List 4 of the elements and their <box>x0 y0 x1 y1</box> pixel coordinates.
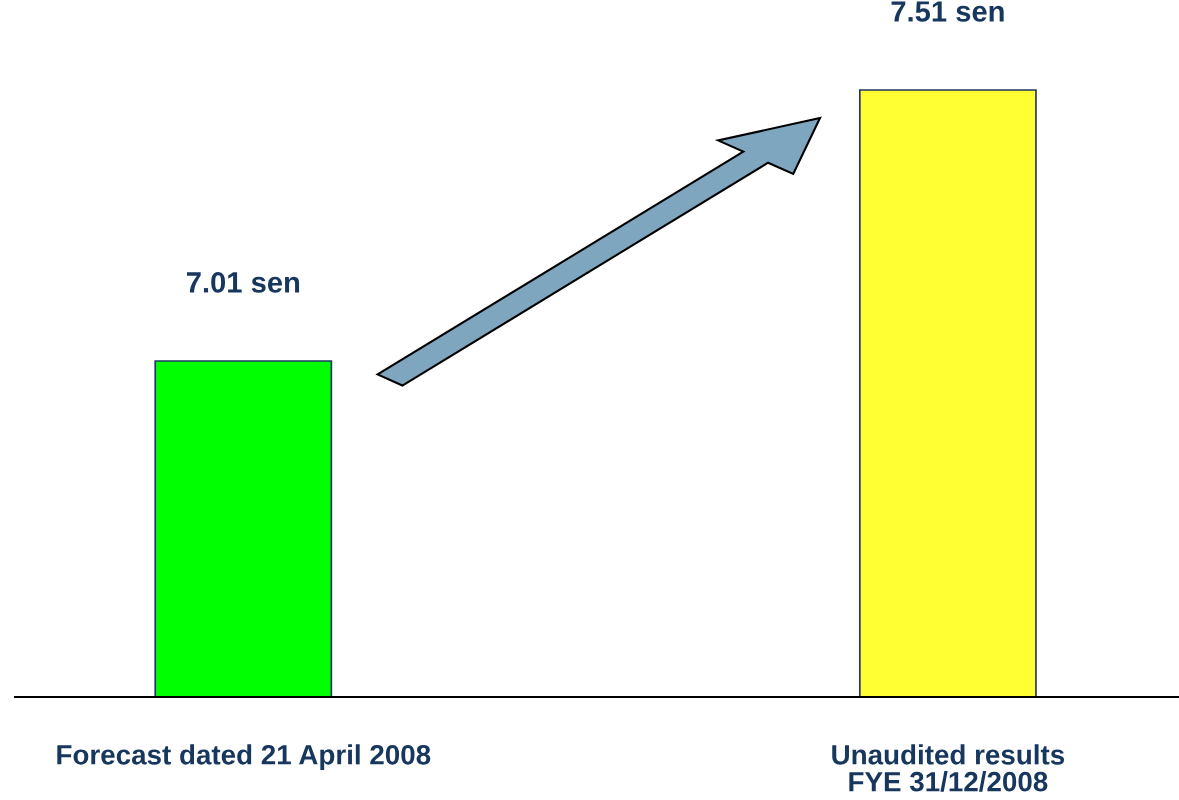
x-tick-label: Forecast dated 21 April 2008 <box>57 744 431 771</box>
x-tick-label: Unaudited results FYE 31/12/2008 <box>832 744 1065 792</box>
data-label: 7.01 sen <box>186 272 300 293</box>
data-label: 7.51 sen <box>891 1 1004 22</box>
